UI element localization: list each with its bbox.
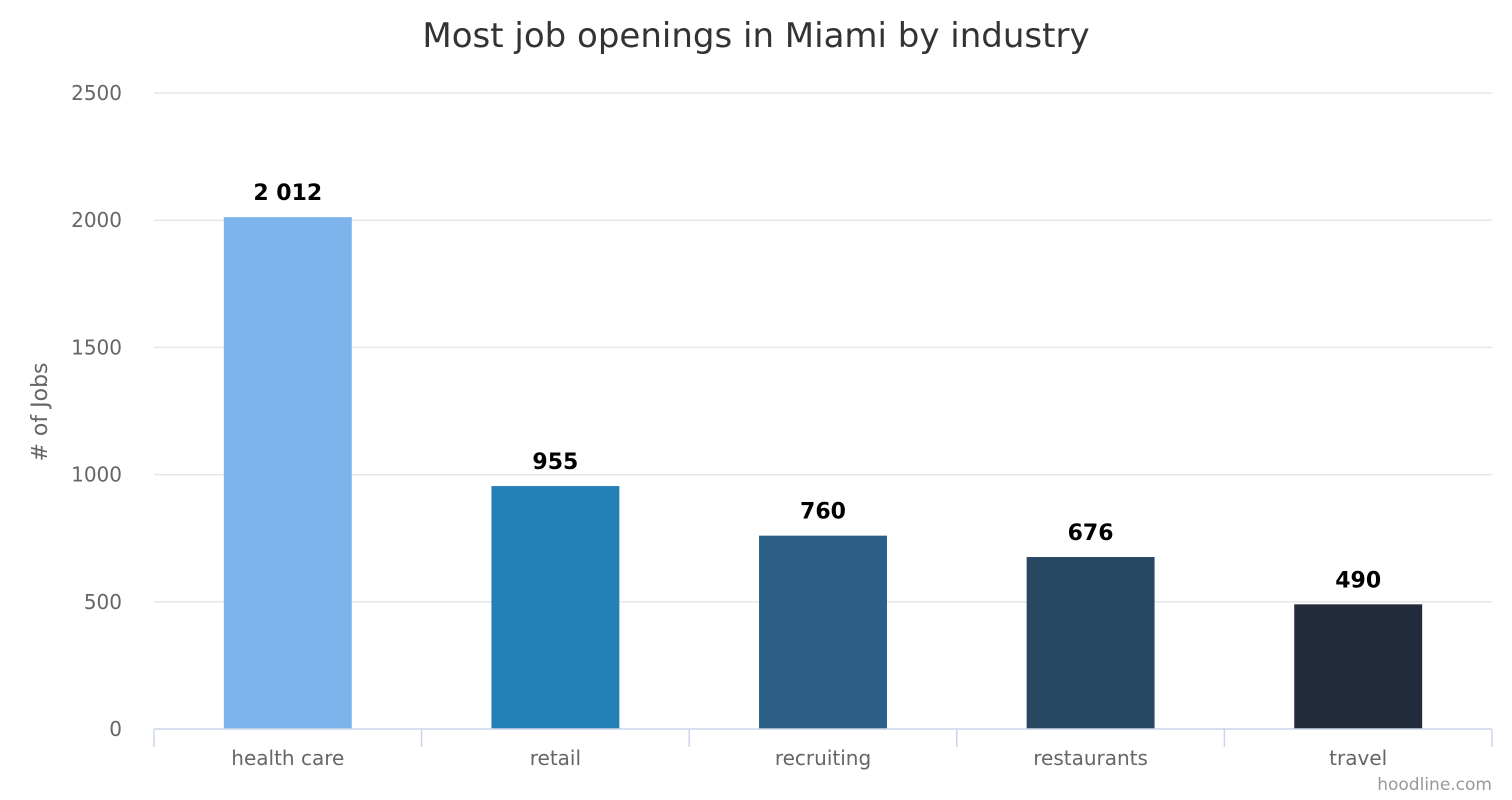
- bar-recruiting[interactable]: [759, 535, 887, 729]
- chart-title: Most job openings in Miami by industry: [422, 16, 1089, 56]
- data-label: 2 012: [253, 181, 322, 206]
- gridlines: [154, 92, 1492, 603]
- x-tick-label: travel: [1329, 746, 1387, 770]
- data-label: 490: [1335, 568, 1381, 593]
- bar-travel[interactable]: [1294, 604, 1423, 729]
- x-tick-label: restaurants: [1033, 746, 1148, 770]
- x-tick-label: recruiting: [775, 746, 871, 770]
- bars: [223, 217, 1423, 729]
- bar-health-care[interactable]: [223, 217, 352, 729]
- data-label: 760: [800, 500, 846, 525]
- y-axis-label: # of Jobs: [28, 363, 53, 462]
- y-tick-label: 2500: [71, 81, 122, 105]
- data-labels: 2 012 955 760 676 490: [253, 181, 1381, 593]
- x-axis: health care retail recruiting restaurants tr…: [153, 728, 1493, 770]
- y-tick-label: 2000: [71, 208, 122, 232]
- y-tick-label: 1500: [71, 335, 122, 359]
- x-tick-label: health care: [231, 746, 344, 770]
- y-tick-label: 500: [84, 590, 122, 614]
- credit-link[interactable]: hoodline.com: [1377, 775, 1492, 795]
- y-tick-label: 1000: [71, 463, 122, 487]
- x-tick-label: retail: [530, 746, 581, 770]
- bar-restaurants[interactable]: [1026, 557, 1155, 729]
- bar-retail[interactable]: [491, 486, 620, 729]
- y-axis-ticks: 0 500 1000 1500 2000 2500: [71, 81, 122, 741]
- y-tick-label: 0: [109, 717, 122, 741]
- data-label: 676: [1068, 521, 1114, 546]
- data-label: 955: [532, 450, 578, 475]
